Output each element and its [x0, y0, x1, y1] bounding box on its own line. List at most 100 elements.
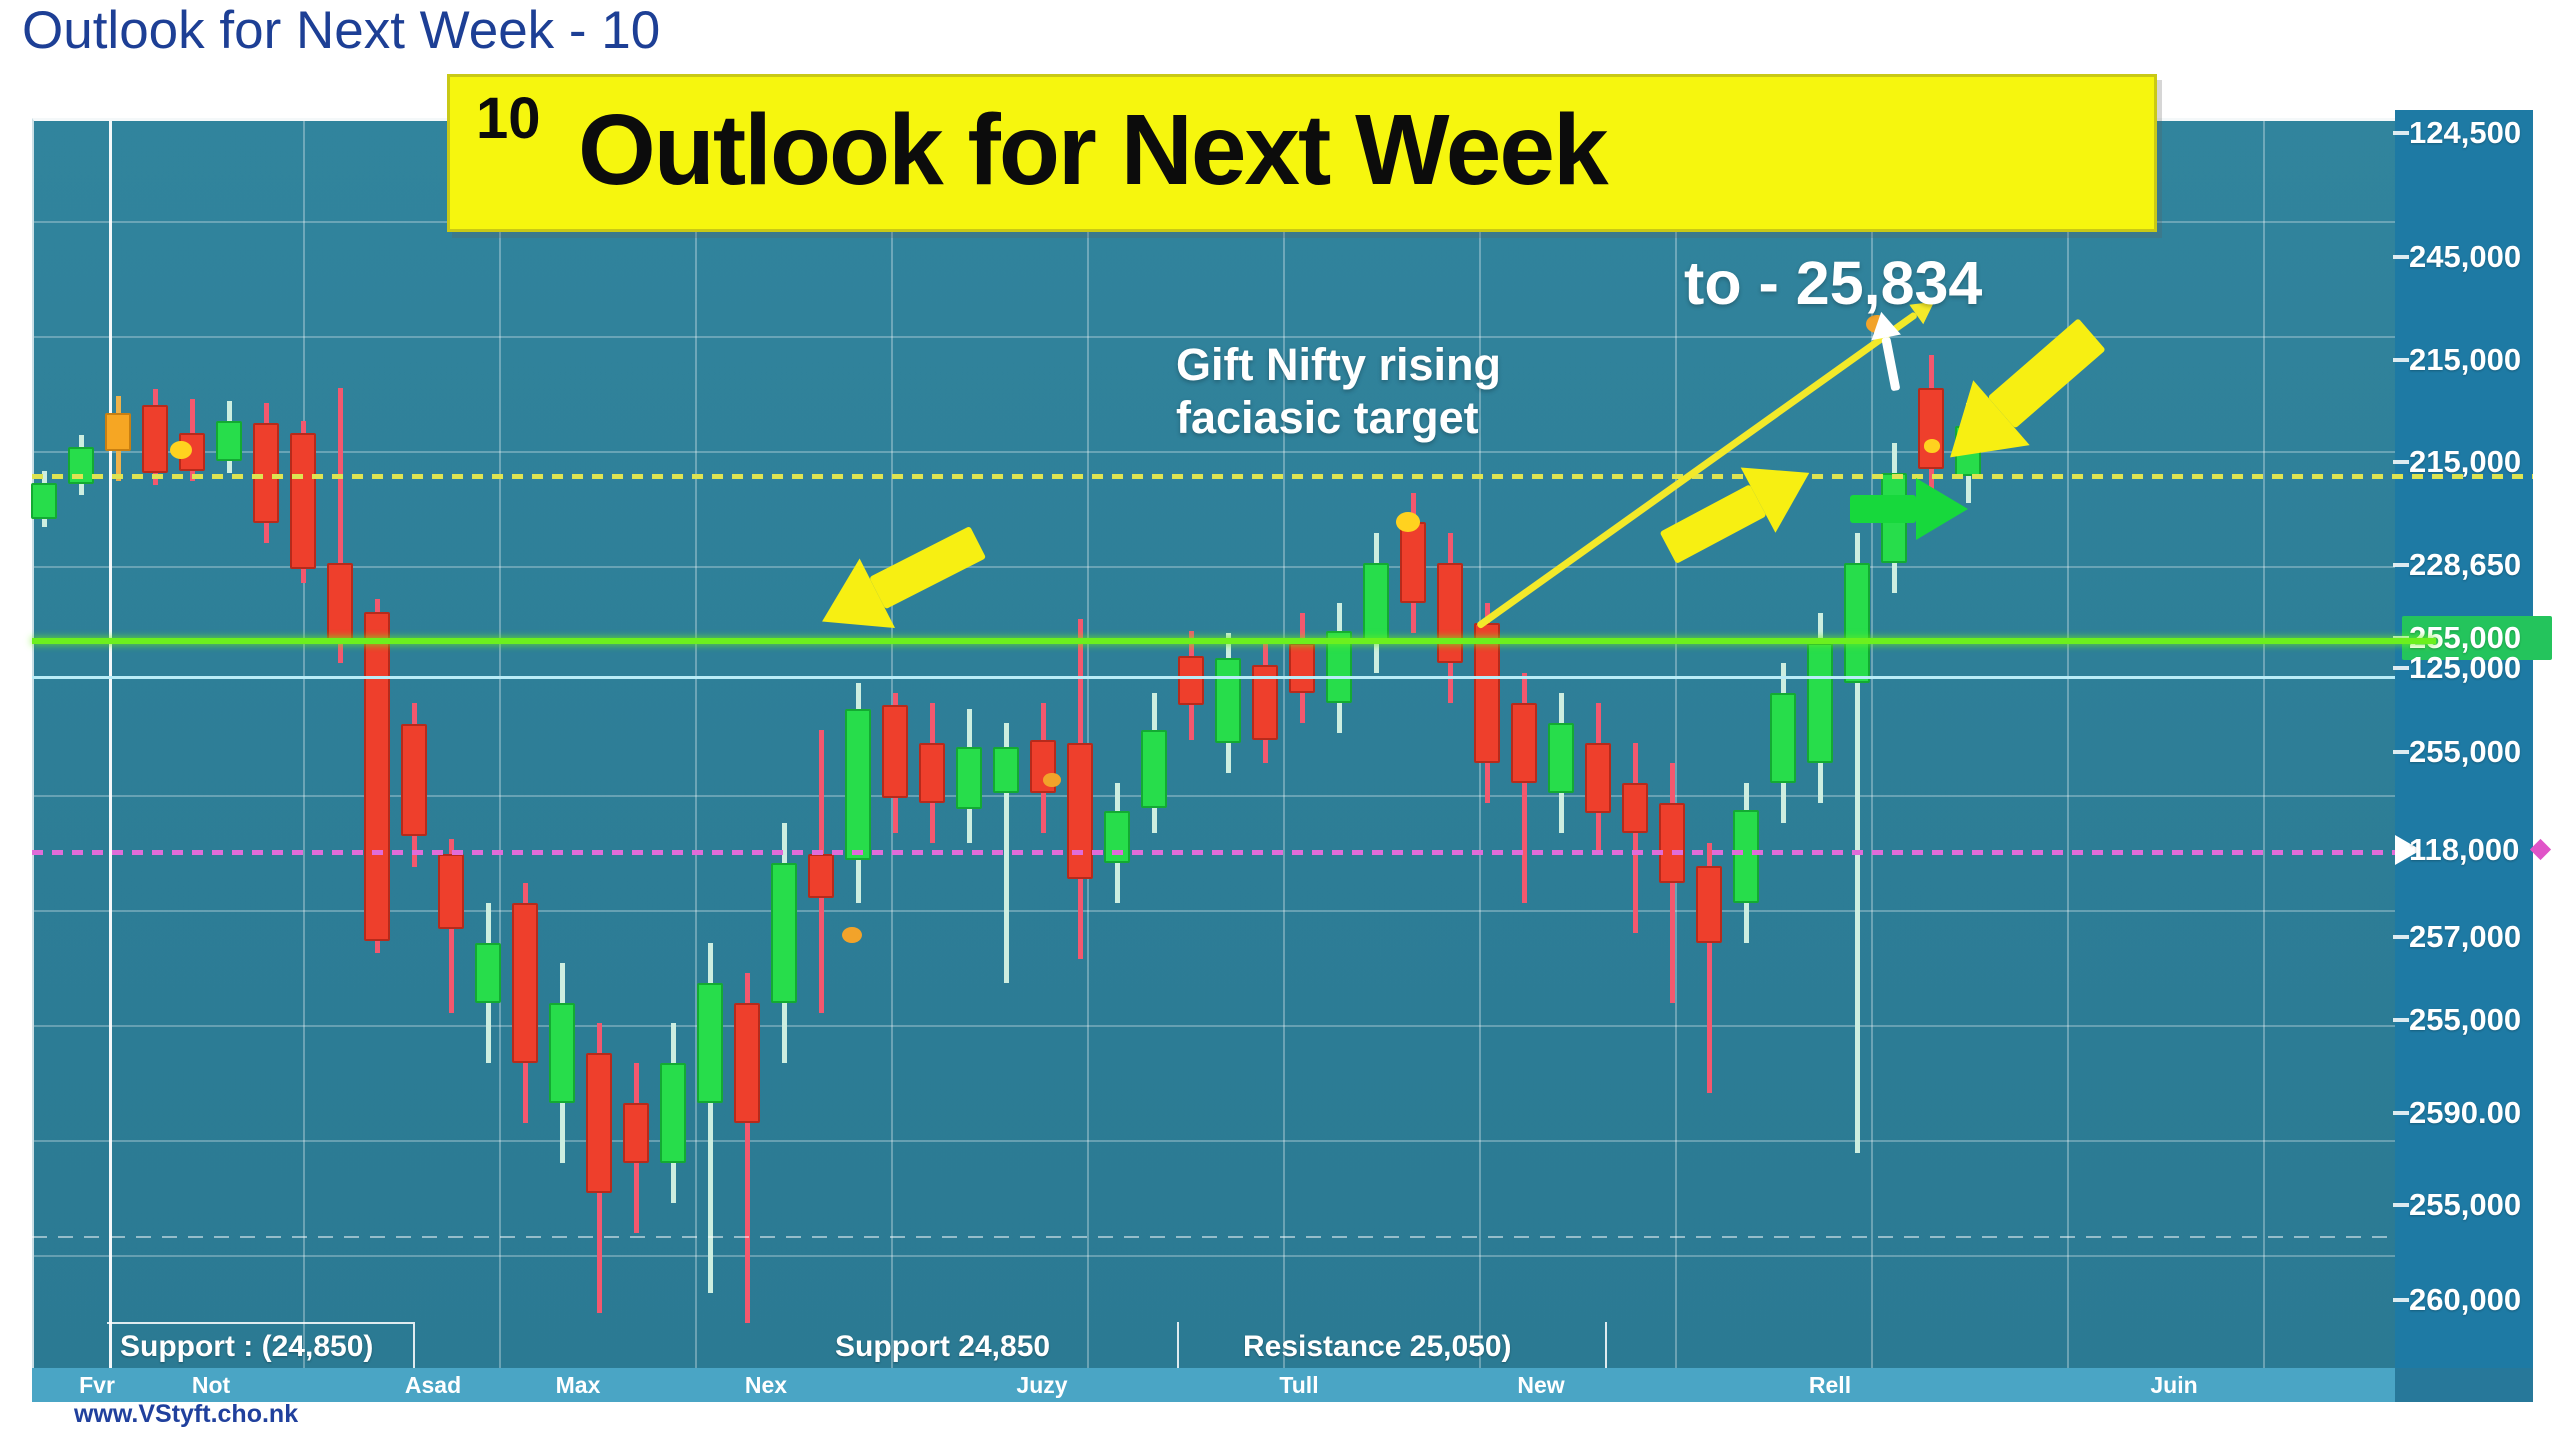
- axis-tick-mark: [2393, 1018, 2409, 1022]
- candle-wick: [745, 973, 750, 1323]
- target-price-annotation: to - 25,834: [1684, 249, 1983, 317]
- grid-line-horizontal: [34, 795, 2395, 797]
- axis-tick-mark: [2393, 1203, 2409, 1207]
- green-right-arrow: [1850, 478, 1968, 540]
- candle-bullish: [1215, 658, 1241, 743]
- month-label: Not: [191, 1372, 231, 1398]
- marker-dot: [842, 926, 862, 944]
- price-axis-label: 245,000: [2409, 239, 2522, 274]
- candle-bearish: [1030, 740, 1056, 793]
- grid-line-vertical-bright: [109, 121, 112, 1368]
- candle-wick: [1707, 843, 1712, 1093]
- candle-bearish: [808, 854, 834, 898]
- candle-bullish: [956, 747, 982, 809]
- month-label: Nex: [744, 1372, 788, 1398]
- price-axis-label: 215,000: [2409, 342, 2522, 377]
- grid-line-horizontal: [34, 336, 2395, 338]
- grid-line-vertical: [303, 121, 305, 1368]
- candle-bearish: [1178, 656, 1204, 705]
- axis-tick-mark: [2393, 935, 2409, 939]
- month-label: Juin: [2150, 1372, 2198, 1398]
- candle-bullish: [1733, 810, 1759, 903]
- price-axis-label: 260,000: [2409, 1282, 2522, 1317]
- axis-tick-mark: [2393, 563, 2409, 567]
- candle-wick: [1670, 763, 1675, 1003]
- grid-line-horizontal: [34, 566, 2395, 568]
- candle-bullish: [1104, 811, 1130, 863]
- month-label: Rell: [1808, 1372, 1852, 1398]
- candle-bearish: [919, 743, 945, 803]
- support-label-left: Support : (24,850): [120, 1330, 374, 1363]
- candle-bullish: [1807, 643, 1833, 763]
- candle-bearish: [1918, 388, 1944, 469]
- price-axis-label: 125,000: [2409, 650, 2522, 685]
- candle-bearish: [734, 1003, 760, 1123]
- support-green-line: [32, 638, 2436, 644]
- candle-bearish: [1400, 522, 1426, 603]
- candle-bullish: [31, 483, 57, 519]
- price-axis-label: 118,000: [2409, 832, 2520, 867]
- candle-wick: [338, 388, 343, 663]
- axis-arrow-icon: [2395, 835, 2421, 865]
- support-label-mid: Support 24,850: [835, 1330, 1051, 1363]
- note-line-1: Gift Nifty rising: [1176, 339, 1501, 390]
- price-axis-label: 255,000: [2409, 734, 2522, 769]
- candle-bullish: [475, 943, 501, 1003]
- marker-dot: [170, 440, 192, 459]
- grid-line-vertical: [499, 121, 501, 1368]
- marker-dot: [1924, 439, 1940, 453]
- month-label: Asad: [404, 1372, 462, 1398]
- page-title: Outlook for Next Week - 10: [22, 1, 661, 60]
- axis-tick-mark: [2393, 1298, 2409, 1302]
- grid-line-horizontal: [34, 451, 2395, 453]
- candle-bearish: [438, 854, 464, 929]
- axis-tick-mark: [2393, 750, 2409, 754]
- arrow-shaft: [1850, 495, 1916, 523]
- candle-bearish: [1511, 703, 1537, 783]
- candle-bearish: [401, 724, 427, 836]
- candle-bearish: [1289, 643, 1315, 693]
- candle-neutral: [105, 413, 131, 451]
- candle-wick: [708, 943, 713, 1293]
- month-label: New: [1517, 1372, 1565, 1398]
- support-box-top-border: [107, 1322, 413, 1324]
- resistance-dotted-line: [32, 473, 2533, 479]
- price-axis-label: 2590.00: [2409, 1095, 2522, 1130]
- title-banner: 10 Outlook for Next Week: [447, 74, 2157, 232]
- gift-nifty-note: Gift Nifty rising faciasic target: [1176, 338, 1501, 444]
- grid-line-horizontal: [34, 1025, 2395, 1027]
- candle-bearish: [1474, 623, 1500, 763]
- grid-line-vertical: [2263, 121, 2265, 1368]
- candle-bullish: [993, 747, 1019, 793]
- candle-bearish: [253, 423, 279, 523]
- candle-bullish: [1844, 563, 1870, 683]
- candle-bearish: [586, 1053, 612, 1193]
- arrow-head-icon: [1916, 478, 1968, 540]
- price-axis-label: 255,000: [2409, 620, 2522, 655]
- cyan-line: [32, 675, 2395, 679]
- candle-wick: [1522, 673, 1527, 903]
- grid-line-horizontal: [34, 910, 2395, 912]
- candle-bearish: [1622, 783, 1648, 833]
- candle-bearish: [1437, 563, 1463, 663]
- candlestick-chart-plot-area: [31, 118, 2395, 1368]
- candle-bearish: [623, 1103, 649, 1163]
- lower-dashed-line: [32, 1236, 2395, 1238]
- grid-line-vertical: [2067, 121, 2069, 1368]
- price-axis-label: 255,000: [2409, 1187, 2522, 1222]
- candle-bullish: [1363, 563, 1389, 643]
- resistance-label: Resistance 25,050): [1243, 1330, 1512, 1363]
- axis-tick-mark: [2393, 460, 2409, 464]
- candle-bearish: [364, 612, 390, 941]
- candle-bearish: [327, 563, 353, 643]
- candle-wick: [1633, 743, 1638, 933]
- candle-bullish: [1770, 693, 1796, 783]
- month-label: Max: [555, 1372, 601, 1398]
- month-label: Juzy: [1016, 1372, 1068, 1398]
- candle-bearish: [1585, 743, 1611, 813]
- pink-diamond-icon: [2529, 838, 2552, 861]
- price-axis-label: 255,000: [2409, 1002, 2522, 1037]
- candle-bearish: [290, 433, 316, 569]
- candle-bullish: [660, 1063, 686, 1163]
- grid-line-vertical: [1871, 121, 1873, 1368]
